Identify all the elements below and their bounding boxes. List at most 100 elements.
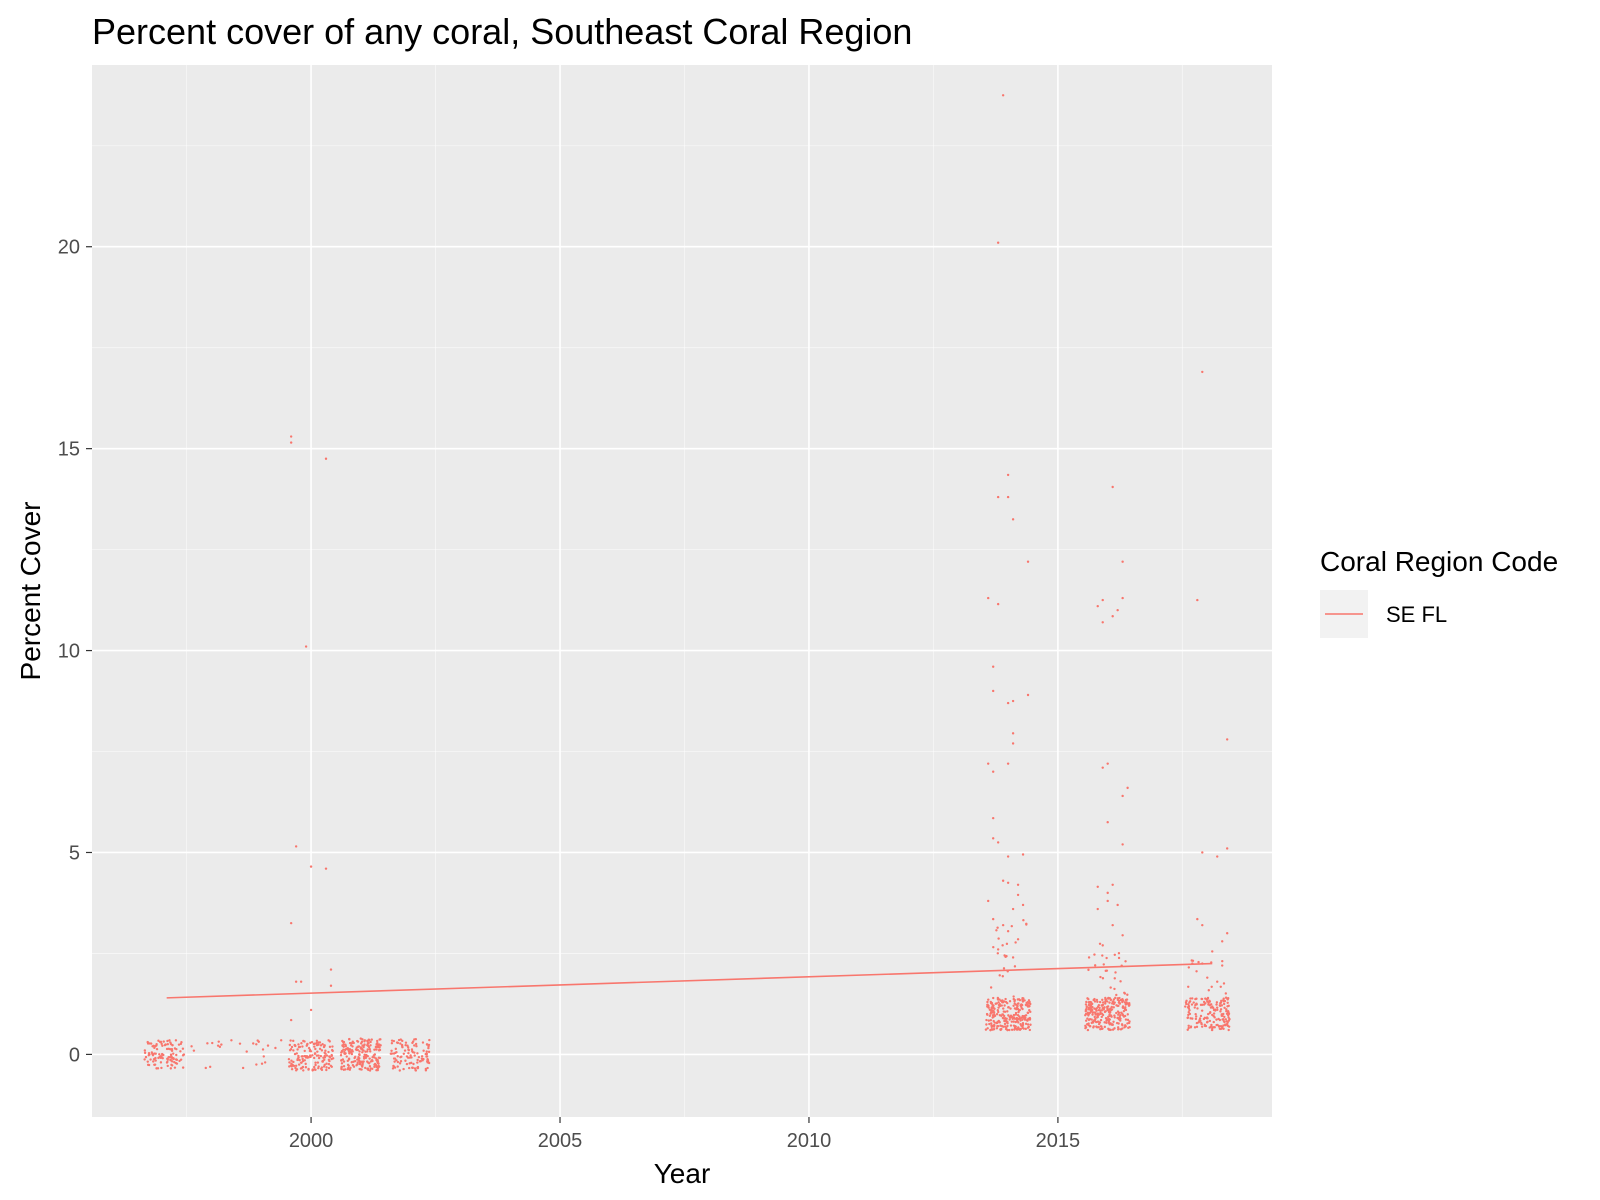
data-point [356, 1058, 359, 1061]
data-point [1221, 959, 1224, 963]
data-point [366, 1061, 370, 1064]
y-axis-title: Percent Cover [15, 502, 46, 681]
data-point [324, 1052, 327, 1055]
data-point [317, 1056, 321, 1060]
data-point [166, 1039, 169, 1043]
data-point [371, 1056, 374, 1059]
data-point [1215, 1006, 1219, 1009]
data-point [404, 1059, 407, 1062]
data-point [352, 1060, 355, 1063]
data-point [1087, 1003, 1091, 1007]
data-point [1002, 1007, 1005, 1010]
data-point [1003, 1004, 1006, 1007]
data-point [414, 1038, 418, 1041]
data-point [304, 1062, 307, 1066]
data-point [1095, 1016, 1099, 1019]
y-tick-label: 20 [58, 237, 80, 259]
data-point [1195, 1015, 1198, 1018]
data-point [1117, 999, 1121, 1002]
data-point [294, 1066, 297, 1070]
data-point [1091, 1011, 1094, 1014]
data-point [181, 1047, 185, 1050]
data-point [304, 645, 308, 648]
data-point [1108, 1001, 1111, 1004]
data-point [1016, 883, 1020, 886]
data-point [1084, 1026, 1087, 1030]
data-point [987, 762, 990, 765]
data-point [1200, 1025, 1204, 1028]
data-point [993, 1021, 996, 1024]
data-point [1109, 1028, 1112, 1032]
data-point [1219, 985, 1222, 988]
data-point [1013, 1027, 1017, 1030]
data-point [1201, 923, 1204, 927]
data-point [1024, 1027, 1027, 1031]
data-point [1222, 1002, 1226, 1006]
data-point [1096, 885, 1099, 889]
data-point [301, 1057, 304, 1061]
data-point [1108, 1018, 1112, 1021]
data-point [1194, 1003, 1197, 1007]
data-point [419, 1059, 422, 1063]
data-point [1005, 954, 1008, 958]
data-point [312, 1056, 316, 1060]
data-point [1099, 1025, 1103, 1028]
data-point [369, 1040, 372, 1044]
data-point [328, 1056, 332, 1059]
data-point [1099, 1011, 1102, 1014]
data-point [362, 1060, 365, 1063]
data-point [1188, 1001, 1191, 1004]
data-point [1194, 1012, 1197, 1016]
data-point [1126, 1022, 1129, 1025]
data-point [339, 1054, 343, 1057]
data-point [1220, 1004, 1224, 1007]
data-point [987, 1006, 990, 1009]
data-point [158, 1040, 162, 1044]
data-point [1096, 1020, 1100, 1023]
data-point [166, 1058, 169, 1061]
data-point [1203, 1023, 1207, 1027]
data-point [346, 1063, 350, 1067]
data-point [396, 1060, 400, 1064]
data-point [330, 1053, 333, 1057]
chart-title: Percent cover of any coral, Southeast Co… [92, 11, 912, 52]
data-point [1006, 930, 1010, 933]
data-point [1106, 899, 1109, 903]
data-point [390, 1041, 394, 1045]
data-point [241, 1066, 245, 1070]
data-point [1006, 701, 1010, 705]
data-point [1104, 998, 1108, 1001]
data-point [312, 1068, 315, 1071]
data-point [996, 952, 1000, 955]
data-point [1109, 986, 1112, 989]
data-point [1095, 1025, 1098, 1028]
data-point [1194, 1017, 1198, 1021]
data-point [1191, 997, 1194, 1000]
data-point [143, 1058, 146, 1061]
data-point [413, 1044, 416, 1047]
data-point [304, 1055, 307, 1058]
data-point [1009, 1016, 1012, 1019]
data-point [1089, 1006, 1092, 1009]
data-point [989, 1028, 992, 1032]
data-point [340, 1062, 344, 1065]
data-point [992, 996, 995, 1000]
data-point [1084, 1008, 1088, 1012]
x-tick-label: 2000 [289, 1130, 334, 1152]
data-point [996, 948, 1000, 951]
data-point [321, 1042, 324, 1046]
data-point [1190, 1003, 1194, 1006]
data-point [1004, 997, 1007, 1001]
data-point [408, 1066, 411, 1070]
data-point [1225, 932, 1229, 935]
data-point [1184, 1005, 1187, 1008]
data-point [171, 1043, 174, 1047]
data-point [1001, 879, 1005, 882]
data-point [405, 1055, 409, 1058]
data-point [155, 1047, 159, 1051]
data-point [985, 1012, 989, 1016]
data-point [991, 1014, 995, 1017]
data-point [378, 1043, 381, 1046]
data-point [1127, 1026, 1130, 1029]
data-point [1224, 1018, 1228, 1021]
